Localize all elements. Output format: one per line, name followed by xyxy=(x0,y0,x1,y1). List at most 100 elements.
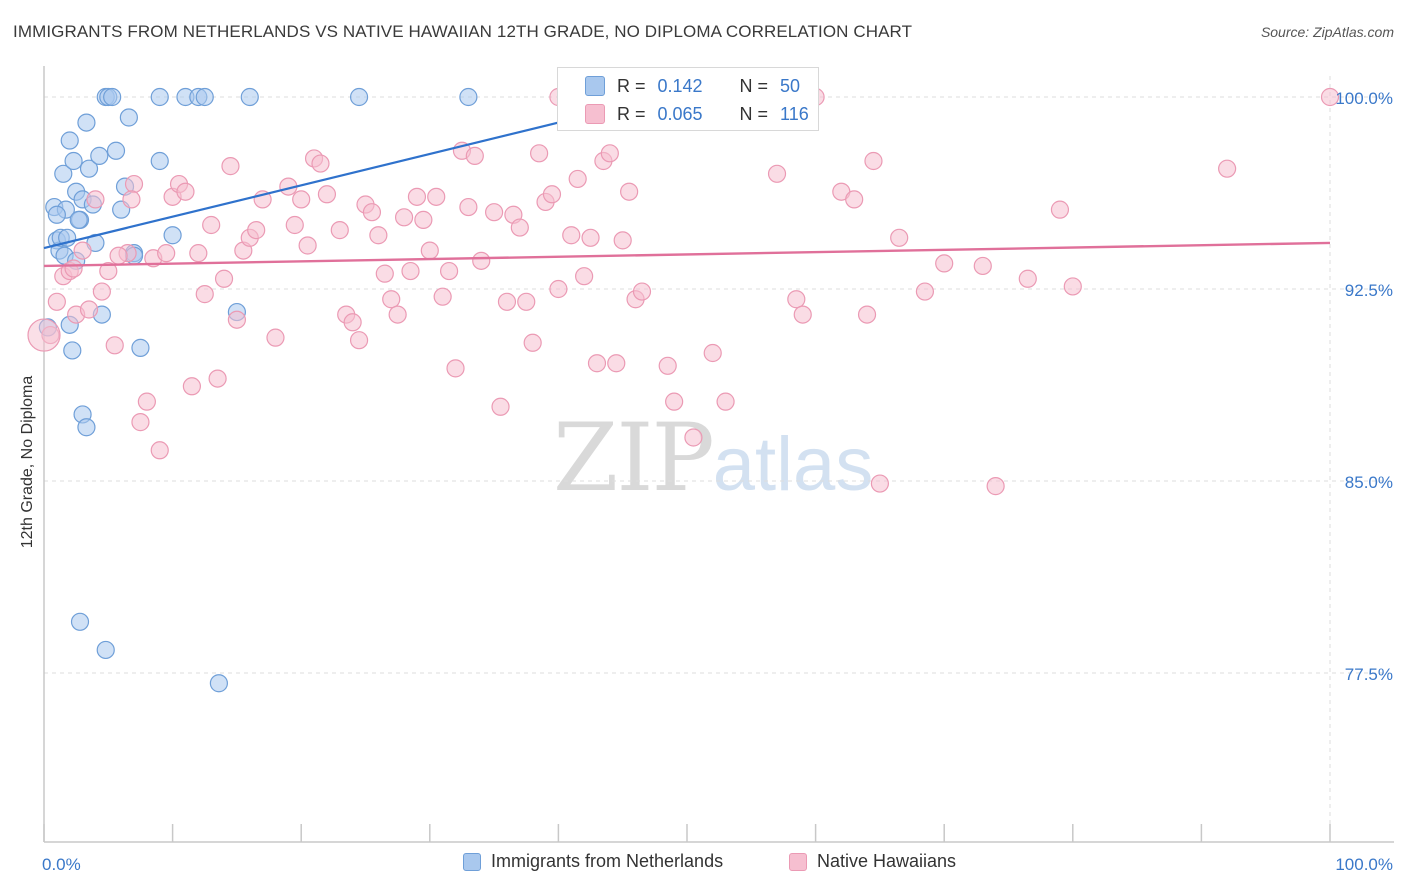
data-point xyxy=(607,354,626,373)
data-point xyxy=(864,151,883,171)
data-point xyxy=(137,392,156,411)
data-point xyxy=(208,369,227,388)
n-value: 50 xyxy=(780,75,801,96)
data-point xyxy=(292,190,311,209)
data-point xyxy=(1018,269,1037,288)
r-label: R = xyxy=(617,103,646,124)
data-point xyxy=(63,341,82,360)
data-point xyxy=(99,261,118,281)
legend-swatch-pink xyxy=(789,852,807,871)
data-point xyxy=(202,215,221,235)
watermark-zip: ZIP xyxy=(553,404,715,513)
legend-label: Immigrants from Netherlands xyxy=(491,851,724,871)
data-point xyxy=(613,231,632,250)
data-point xyxy=(90,146,109,165)
data-point xyxy=(465,146,484,165)
data-point xyxy=(317,185,337,204)
trend-lines xyxy=(43,121,1331,268)
data-point xyxy=(163,226,182,245)
data-point xyxy=(96,640,115,660)
data-point xyxy=(64,151,83,171)
data-point xyxy=(73,241,92,260)
data-point xyxy=(890,228,909,247)
watermark: ZIPatlas xyxy=(553,404,873,513)
data-point xyxy=(420,241,439,260)
data-point xyxy=(47,205,66,224)
data-point xyxy=(122,190,141,209)
n-label: N = xyxy=(739,103,769,124)
data-point xyxy=(266,328,285,347)
y-tick-label: 100.0% xyxy=(1335,89,1393,108)
data-point xyxy=(845,190,864,209)
y-tick-label: 92.5% xyxy=(1345,281,1393,300)
data-point xyxy=(349,331,369,350)
gridlines xyxy=(44,76,1390,842)
r-value: 0.065 xyxy=(657,103,703,124)
data-point xyxy=(182,377,201,396)
legend-swatch-blue xyxy=(463,852,481,871)
data-point xyxy=(787,290,806,309)
data-point xyxy=(382,290,401,309)
data-point xyxy=(530,144,549,163)
data-point xyxy=(150,151,169,171)
r-label: R = xyxy=(617,75,646,96)
x-tick-label: 0.0% xyxy=(42,855,81,874)
data-point xyxy=(510,218,529,237)
data-point xyxy=(523,333,542,352)
data-point xyxy=(64,259,83,278)
legend-row-native-hawaiians: R = 0.065 N = 116 xyxy=(558,100,809,128)
data-point xyxy=(343,313,362,332)
data-point xyxy=(54,164,73,183)
data-point xyxy=(79,300,99,319)
data-point xyxy=(60,131,79,150)
data-point xyxy=(330,221,349,240)
data-point xyxy=(581,228,600,247)
data-point xyxy=(131,413,150,432)
data-point xyxy=(214,269,234,288)
watermark-atlas: atlas xyxy=(712,422,874,507)
legend-swatch-pink xyxy=(585,104,605,124)
data-point xyxy=(658,356,677,375)
data-point xyxy=(401,261,420,281)
data-point xyxy=(665,392,684,411)
data-point xyxy=(587,354,607,373)
data-point xyxy=(69,210,88,229)
data-point xyxy=(124,174,144,194)
data-point xyxy=(349,87,369,107)
data-point xyxy=(575,267,594,286)
data-point xyxy=(285,215,304,235)
x-tick-label: 100.0% xyxy=(1335,855,1393,874)
data-point xyxy=(247,221,266,240)
data-point xyxy=(240,87,259,107)
series-native-hawaiians xyxy=(27,87,1340,496)
data-point xyxy=(227,310,246,329)
trend-line-netherlands xyxy=(43,121,559,250)
data-point xyxy=(70,612,90,631)
data-point xyxy=(427,187,446,206)
y-tick-label: 77.5% xyxy=(1345,665,1393,684)
axes xyxy=(43,66,1394,843)
trend-line-native-hawaiians xyxy=(43,241,1331,268)
data-point xyxy=(414,210,433,229)
data-point xyxy=(189,244,208,263)
data-point xyxy=(542,185,562,204)
data-point xyxy=(109,246,128,265)
data-point xyxy=(195,285,214,304)
data-point xyxy=(973,256,992,276)
legend-item-netherlands: Immigrants from Netherlands xyxy=(463,851,723,872)
data-point xyxy=(497,292,517,311)
data-point xyxy=(459,87,478,107)
tick-labels: 100.0% 92.5% 85.0% 77.5% 0.0% 100.0% xyxy=(42,89,1393,874)
y-tick-label: 85.0% xyxy=(1345,473,1393,492)
data-point xyxy=(119,108,138,127)
legend-item-native-hawaiians: Native Hawaiians xyxy=(789,851,956,872)
data-point xyxy=(47,292,66,311)
series-netherlands xyxy=(38,87,478,693)
data-point xyxy=(103,87,122,107)
data-point xyxy=(407,187,427,206)
data-point xyxy=(793,305,812,324)
data-point xyxy=(195,87,214,107)
correlation-legend: R = 0.142 N = 50 R = 0.065 N = 116 xyxy=(557,67,819,131)
r-value: 0.142 xyxy=(657,75,703,96)
data-point xyxy=(77,113,96,132)
